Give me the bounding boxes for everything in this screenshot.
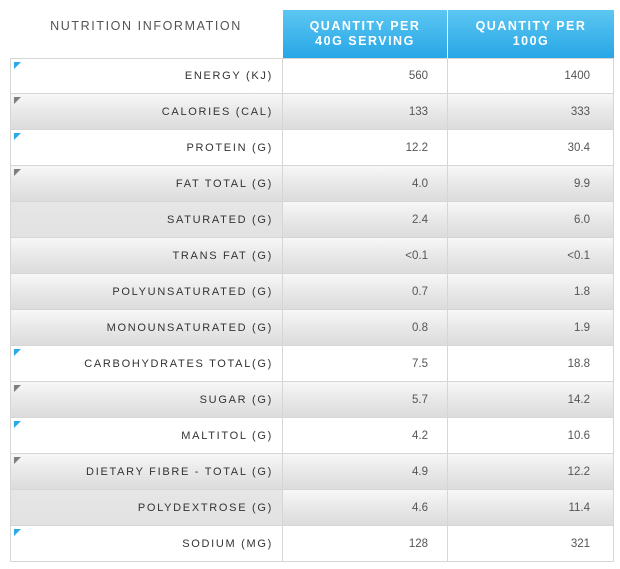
value-per-100g: 1.8 (448, 274, 614, 310)
value-per-100g: 14.2 (448, 382, 614, 418)
nutrient-label: POLYUNSATURATED (G) (10, 274, 283, 310)
corner-marker-icon (14, 457, 21, 464)
value-per-serving: 133 (283, 94, 448, 130)
corner-marker-icon (14, 62, 21, 69)
table-row: MONOUNSATURATED (G) 0.8 1.9 (10, 310, 614, 346)
value-per-100g: 11.4 (448, 490, 614, 526)
table-body: ENERGY (KJ) 560 1400 CALORIES (CAL) 133 333 PR… (10, 58, 614, 562)
corner-marker-icon (14, 349, 21, 356)
column-header-per-serving-line2: 40G SERVING (315, 34, 415, 48)
value-per-serving: 5.7 (283, 382, 448, 418)
nutrient-label-text: ENERGY (KJ) (184, 70, 273, 82)
table-row: SUGAR (G) 5.7 14.2 (10, 382, 614, 418)
value-per-100g: 6.0 (448, 202, 614, 238)
table-row: CALORIES (CAL) 133 333 (10, 94, 614, 130)
corner-marker-icon (14, 421, 21, 428)
nutrient-label: SATURATED (G) (10, 202, 283, 238)
value-per-100g: 1.9 (448, 310, 614, 346)
value-per-100g: 12.2 (448, 454, 614, 490)
value-per-100g: 321 (448, 526, 614, 562)
value-per-100g: 1400 (448, 58, 614, 94)
value-per-serving: 12.2 (283, 130, 448, 166)
value-per-100g: 333 (448, 94, 614, 130)
table-row: POLYUNSATURATED (G) 0.7 1.8 (10, 274, 614, 310)
value-per-100g: <0.1 (448, 238, 614, 274)
nutrient-label: SODIUM (MG) (10, 526, 283, 562)
nutrient-label: FAT TOTAL (G) (10, 166, 283, 202)
value-per-100g: 30.4 (448, 130, 614, 166)
nutrient-label: PROTEIN (G) (10, 130, 283, 166)
nutrient-label: CALORIES (CAL) (10, 94, 283, 130)
value-per-100g: 9.9 (448, 166, 614, 202)
nutrient-label: ENERGY (KJ) (10, 58, 283, 94)
value-per-serving: 0.7 (283, 274, 448, 310)
column-header-per-serving: QUANTITY PER 40G SERVING (283, 10, 447, 58)
corner-marker-icon (14, 169, 21, 176)
nutrient-label: CARBOHYDRATES TOTAL(G) (10, 346, 283, 382)
value-per-serving: 560 (283, 58, 448, 94)
nutrient-label: TRANS FAT (G) (10, 238, 283, 274)
table-row: FAT TOTAL (G) 4.0 9.9 (10, 166, 614, 202)
table-row: TRANS FAT (G) <0.1 <0.1 (10, 238, 614, 274)
nutrient-label-text: POLYUNSATURATED (G) (112, 285, 273, 298)
column-header-per-100g-line2: 100G (512, 34, 550, 48)
value-per-serving: 4.6 (283, 490, 448, 526)
value-per-serving: 4.2 (283, 418, 448, 454)
table-row: CARBOHYDRATES TOTAL(G) 7.5 18.8 (10, 346, 614, 382)
column-header-per-serving-line1: QUANTITY PER (309, 19, 421, 33)
column-header-per-100g: QUANTITY PER 100G (448, 10, 614, 58)
nutrient-label: MALTITOL (G) (10, 418, 283, 454)
table-row: ENERGY (KJ) 560 1400 (10, 58, 614, 94)
nutrient-label-text: SODIUM (MG) (182, 537, 273, 550)
table-row: POLYDEXTROSE (G) 4.6 11.4 (10, 490, 614, 526)
table-row: DIETARY FIBRE - TOTAL (G) 4.9 12.2 (10, 454, 614, 490)
value-per-serving: 4.0 (283, 166, 448, 202)
nutrient-label-text: DIETARY FIBRE - TOTAL (G) (86, 465, 273, 478)
nutrient-label-text: CARBOHYDRATES TOTAL(G) (84, 357, 273, 370)
table-row: SODIUM (MG) 128 321 (10, 526, 614, 562)
nutrient-label: SUGAR (G) (10, 382, 283, 418)
nutrient-label-text: SATURATED (G) (166, 213, 273, 226)
value-per-serving: <0.1 (283, 238, 448, 274)
nutrient-label-text: PROTEIN (G) (186, 141, 273, 154)
value-per-100g: 18.8 (448, 346, 614, 382)
corner-marker-icon (14, 529, 21, 536)
corner-marker-icon (14, 133, 21, 140)
nutrient-label-text: CALORIES (CAL) (161, 105, 273, 118)
nutrient-label-text: FAT TOTAL (G) (175, 177, 273, 190)
nutrient-label-text: MALTITOL (G) (181, 429, 273, 442)
nutrient-label: MONOUNSATURATED (G) (10, 310, 283, 346)
table-row: PROTEIN (G) 12.2 30.4 (10, 130, 614, 166)
value-per-100g: 10.6 (448, 418, 614, 454)
nutrition-table: NUTRITION INFORMATION QUANTITY PER 40G S… (10, 10, 614, 562)
corner-marker-icon (14, 97, 21, 104)
value-per-serving: 0.8 (283, 310, 448, 346)
table-row: MALTITOL (G) 4.2 10.6 (10, 418, 614, 454)
table-header: NUTRITION INFORMATION QUANTITY PER 40G S… (10, 10, 614, 58)
table-row: SATURATED (G) 2.4 6.0 (10, 202, 614, 238)
corner-marker-icon (14, 385, 21, 392)
value-per-serving: 4.9 (283, 454, 448, 490)
nutrient-label-text: MONOUNSATURATED (G) (106, 321, 273, 334)
column-header-per-100g-line1: QUANTITY PER (475, 19, 587, 33)
value-per-serving: 7.5 (283, 346, 448, 382)
nutrient-label-text: TRANS FAT (G) (172, 249, 273, 262)
nutrient-label-text: SUGAR (G) (199, 393, 273, 406)
value-per-serving: 2.4 (283, 202, 448, 238)
value-per-serving: 128 (283, 526, 448, 562)
nutrient-label: POLYDEXTROSE (G) (10, 490, 283, 526)
table-title: NUTRITION INFORMATION (50, 19, 242, 33)
nutrient-label-text: POLYDEXTROSE (G) (137, 501, 273, 514)
nutrient-label: DIETARY FIBRE - TOTAL (G) (10, 454, 283, 490)
